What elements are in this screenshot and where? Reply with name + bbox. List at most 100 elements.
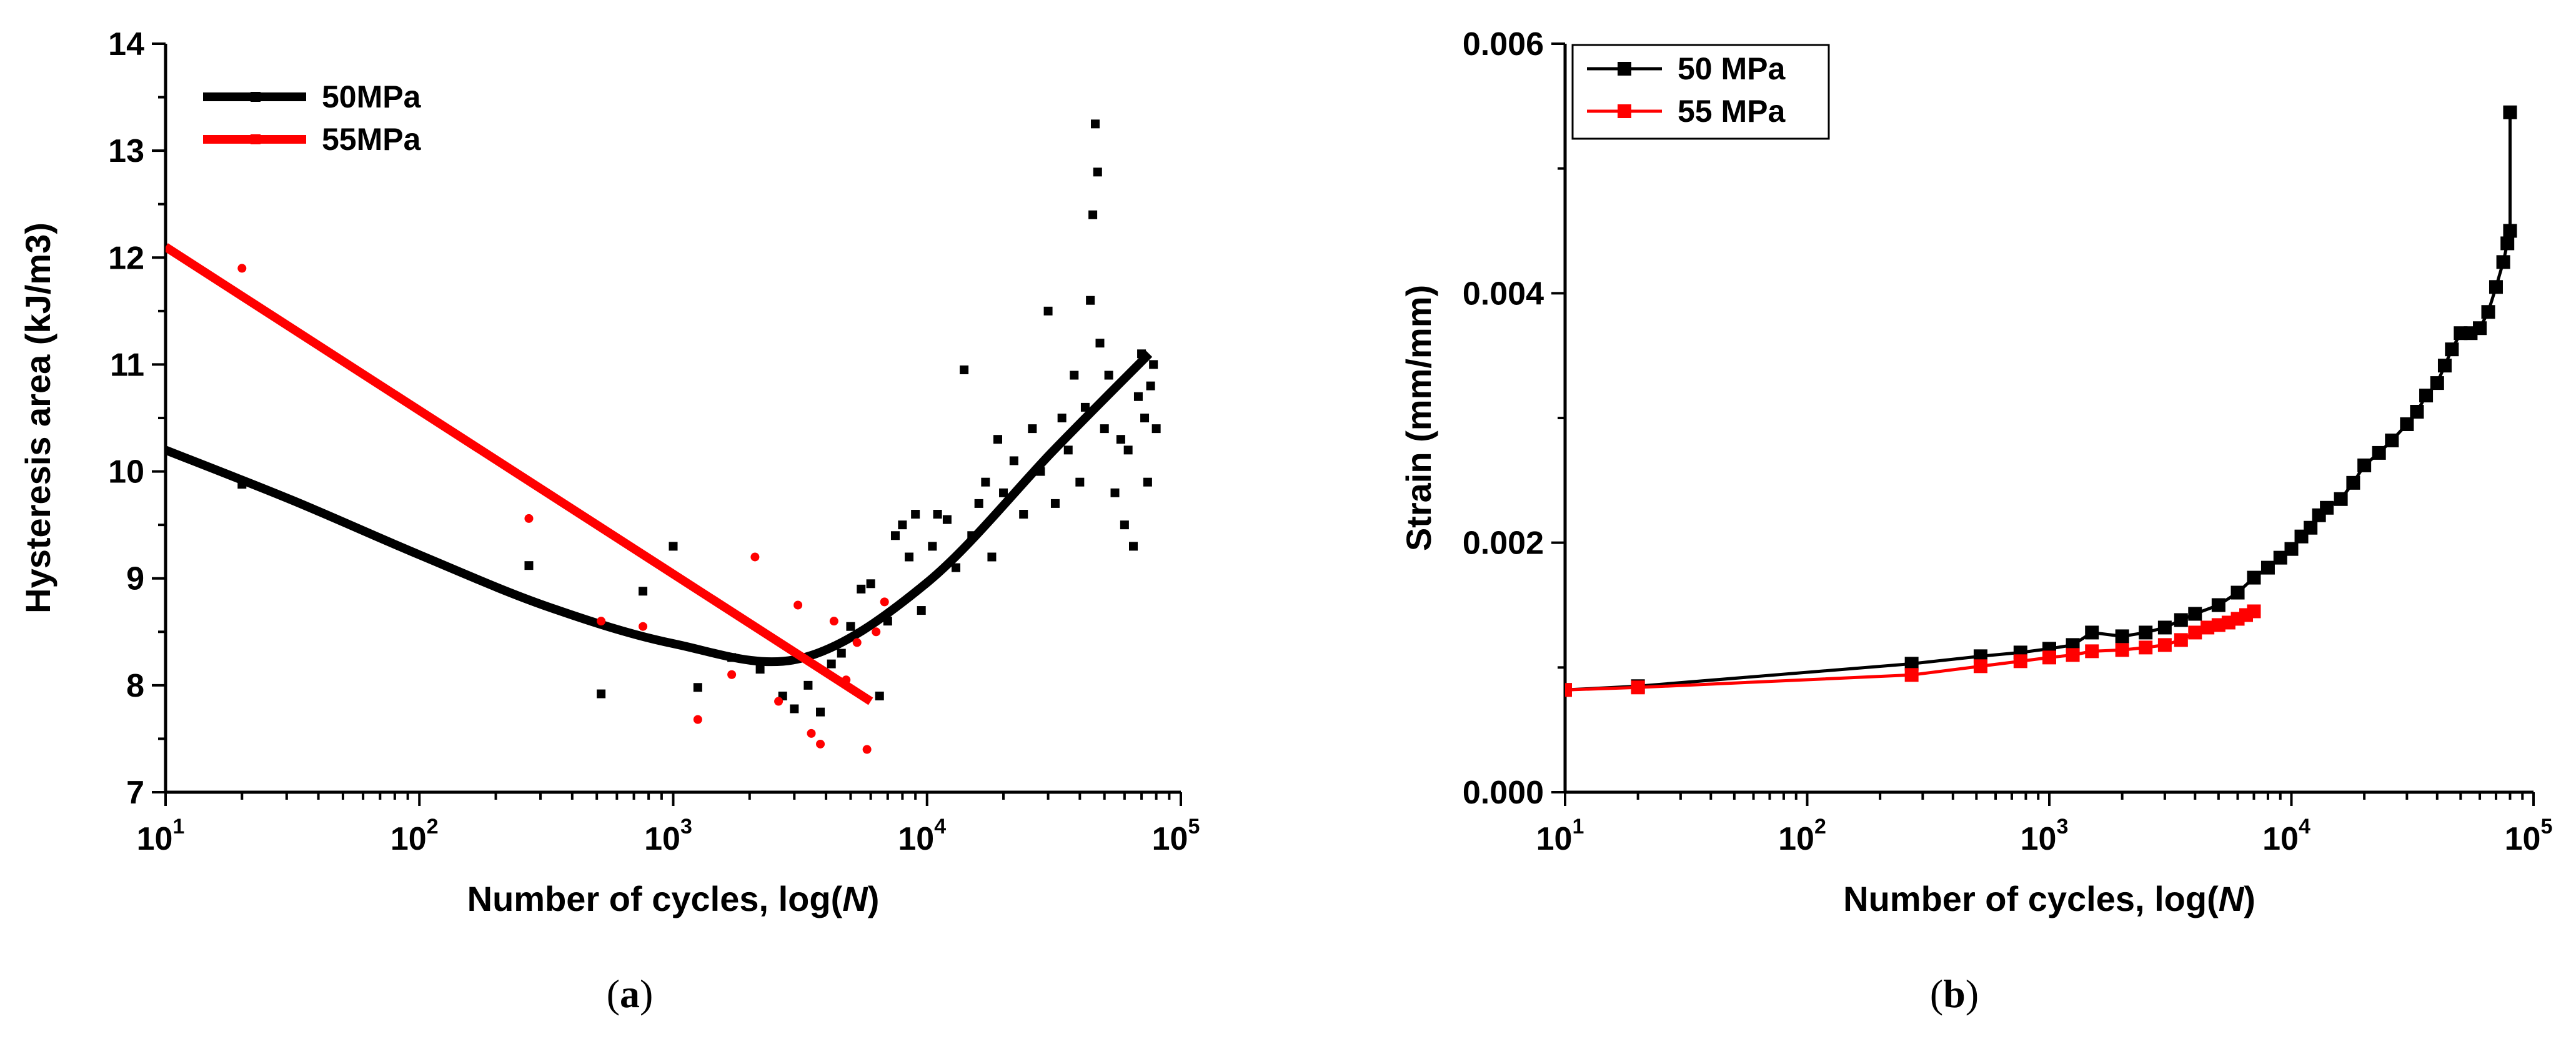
chart-a-point-55MPa	[639, 622, 648, 631]
chart-b-legend-label: 55 MPa	[1678, 94, 1786, 129]
caption-b: (b)	[1930, 972, 1979, 1016]
chart-a-point-50MPa	[1088, 210, 1098, 219]
chart-b-point-50 MPa	[2357, 458, 2372, 472]
chart-a-x-tick-label: 101	[137, 815, 185, 857]
chart-b-point-50 MPa	[2496, 255, 2510, 269]
chart-b-point-55 MPa	[1973, 659, 1987, 674]
chart-a-point-50MPa	[1123, 445, 1133, 455]
chart-b-point-50 MPa	[2346, 475, 2360, 490]
chart-a-point-50MPa	[1146, 381, 1155, 390]
chart-b-point-50 MPa	[2320, 500, 2334, 515]
chart-a-y-tick-label: 7	[126, 775, 144, 811]
chart-a-x-tick-label: 104	[898, 815, 946, 857]
chart-a-point-55MPa	[524, 514, 534, 523]
chart-b-point-50 MPa	[2260, 560, 2275, 575]
chart-b-point-50 MPa	[2437, 359, 2452, 373]
chart-a-legend-label: 55MPa	[322, 122, 422, 157]
chart-a-point-55MPa	[852, 638, 862, 647]
chart-a-y-tick-label: 12	[108, 240, 144, 276]
chart-a-x-axis-title: Number of cycles, log(N)	[467, 879, 880, 918]
chart-a-point-50MPa	[755, 665, 765, 674]
chart-a-point-50MPa	[942, 515, 952, 524]
chart-a-fit-50MPa	[166, 350, 1153, 667]
chart-a-y-tick-label: 13	[108, 133, 144, 169]
chart-a-point-50MPa	[837, 649, 846, 658]
chart-a-y-tick-label: 14	[108, 26, 144, 62]
chart-b-point-55 MPa	[2085, 644, 2099, 659]
chart-b-legend-marker	[1618, 104, 1631, 118]
chart-b-legend-marker	[1618, 62, 1631, 76]
chart-a-point-50MPa	[917, 606, 926, 615]
chart-a-point-50MPa	[911, 510, 920, 519]
chart-b-point-55 MPa	[2201, 620, 2215, 635]
chart-a-point-55MPa	[880, 597, 889, 607]
chart-b-point-55 MPa	[2013, 654, 2027, 669]
chart-b-point-50 MPa	[2503, 224, 2517, 238]
chart-a-point-55MPa	[774, 697, 783, 706]
chart-a-point-50MPa	[1080, 402, 1090, 412]
chart-b-point-55 MPa	[2066, 648, 2080, 662]
chart-a-point-50MPa	[857, 584, 866, 594]
chart-b-strain: 101 102 103 104 105 0.000 0.002 0.004 0.006 Numbe…	[1399, 26, 2552, 918]
chart-b-point-50 MPa	[2188, 607, 2202, 621]
chart-b-point-55 MPa	[1904, 668, 1919, 682]
chart-b-point-50 MPa	[2334, 492, 2348, 506]
chart-a-point-55MPa	[237, 264, 247, 273]
chart-a-point-50MPa	[933, 510, 942, 519]
chart-b-point-50 MPa	[2400, 417, 2414, 431]
chart-a-point-55MPa	[597, 617, 606, 626]
chart-a-point-50MPa	[1063, 445, 1073, 455]
chart-a-y-tick-label: 11	[110, 347, 144, 383]
chart-a-point-55MPa	[829, 617, 838, 626]
caption-a: (a)	[607, 972, 654, 1016]
chart-a-x-tick-label: 105	[1152, 815, 1200, 857]
chart-b-point-55 MPa	[2247, 604, 2261, 619]
chart-b-point-50 MPa	[1904, 657, 1919, 671]
chart-a-legend-marker	[251, 134, 261, 144]
chart-b-point-50 MPa	[2174, 613, 2188, 627]
chart-b-point-55 MPa	[2174, 633, 2188, 647]
chart-a-point-55MPa	[816, 739, 825, 748]
chart-a-point-50MPa	[1075, 477, 1085, 487]
chart-a-point-50MPa	[1128, 542, 1138, 551]
chart-b-point-50 MPa	[2473, 321, 2487, 336]
chart-a-point-50MPa	[967, 531, 977, 540]
chart-a-point-50MPa	[827, 659, 836, 669]
chart-b-x-tick-label: 103	[2021, 815, 2069, 857]
chart-a-point-50MPa	[1140, 414, 1150, 422]
chart-a-point-50MPa	[816, 707, 825, 717]
chart-b-y-tick-label: 0.000	[1463, 775, 1544, 811]
caption-b-label: b	[1943, 972, 1966, 1016]
chart-a-point-50MPa	[846, 622, 855, 631]
chart-a-y-tick-label: 10	[108, 454, 144, 490]
chart-a-point-50MPa	[1050, 499, 1060, 508]
chart-b-y-tick-label: 0.004	[1463, 276, 1544, 312]
chart-b-point-50 MPa	[2419, 389, 2434, 403]
chart-b-point-50 MPa	[2500, 236, 2515, 251]
chart-a-point-55MPa	[793, 600, 803, 610]
chart-b-point-50 MPa	[2410, 405, 2424, 419]
chart-b-point-55 MPa	[2139, 640, 2153, 655]
chart-a-point-55MPa	[750, 552, 760, 562]
chart-a-point-50MPa	[875, 691, 884, 700]
chart-b-plot-area	[1565, 105, 2517, 697]
chart-b-point-50 MPa	[2503, 105, 2517, 119]
chart-a-point-50MPa	[1019, 510, 1028, 519]
chart-a-point-55MPa	[807, 728, 816, 738]
chart-a-point-50MPa	[669, 542, 678, 551]
chart-b-point-50 MPa	[2284, 542, 2299, 556]
chart-b-point-50 MPa	[2385, 433, 2399, 447]
chart-a-point-50MPa	[790, 704, 799, 713]
chart-a-point-50MPa	[952, 563, 961, 572]
chart-a-y-axis-title: Hysteresis area (kJ/m3)	[18, 222, 57, 614]
chart-a-point-50MPa	[1036, 467, 1045, 476]
chart-a-point-50MPa	[1095, 339, 1105, 348]
chart-a-point-50MPa	[1149, 360, 1158, 369]
chart-a-point-50MPa	[639, 587, 648, 596]
chart-b-point-55 MPa	[2188, 625, 2202, 640]
chart-a-point-50MPa	[1104, 370, 1113, 380]
chart-b-y-axis-title: Strain (mm/mm)	[1399, 285, 1438, 551]
chart-a-point-55MPa	[842, 675, 851, 685]
caption-a-label: a	[620, 972, 640, 1016]
